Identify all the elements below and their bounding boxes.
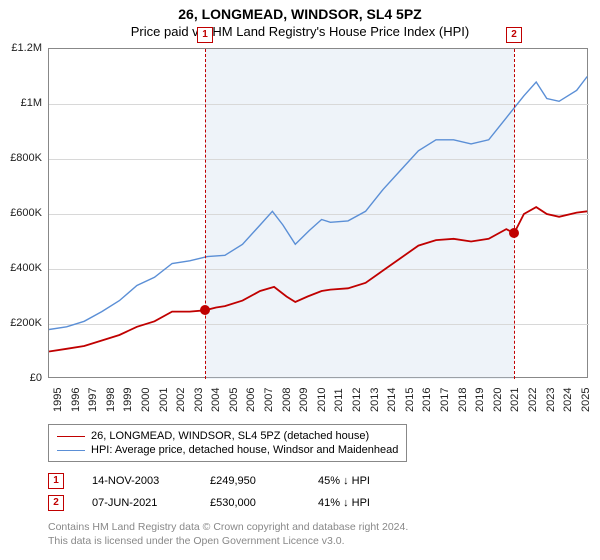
x-tick-label: 2006: [245, 388, 257, 412]
sales-table: 1 14-NOV-2003 £249,950 45% ↓ HPI 2 07-JU…: [48, 470, 370, 514]
sale-hpi-delta: 45% ↓ HPI: [318, 475, 370, 487]
chart-area: 12 £0£200K£400K£600K£800K£1M£1.2M 199519…: [48, 48, 588, 378]
sale-marker-box: 2: [506, 27, 522, 43]
x-tick-label: 1996: [70, 388, 82, 412]
x-tick-label: 2023: [545, 388, 557, 412]
legend-label: 26, LONGMEAD, WINDSOR, SL4 5PZ (detached…: [91, 430, 369, 442]
x-tick-label: 2010: [316, 388, 328, 412]
sale-marker-icon: 2: [48, 495, 64, 511]
x-tick-label: 2008: [281, 388, 293, 412]
sale-date: 07-JUN-2021: [92, 497, 182, 509]
x-tick-label: 2014: [386, 388, 398, 412]
legend-swatch: [57, 436, 85, 437]
series-price_paid: [49, 207, 587, 351]
legend-item: HPI: Average price, detached house, Wind…: [57, 443, 398, 457]
legend-item: 26, LONGMEAD, WINDSOR, SL4 5PZ (detached…: [57, 429, 398, 443]
sale-price: £249,950: [210, 475, 290, 487]
x-tick-label: 2009: [298, 388, 310, 412]
x-tick-label: 1995: [52, 388, 64, 412]
x-tick-label: 2000: [140, 388, 152, 412]
sale-hpi-delta: 41% ↓ HPI: [318, 497, 370, 509]
sale-date: 14-NOV-2003: [92, 475, 182, 487]
x-tick-label: 2002: [175, 388, 187, 412]
x-tick-label: 1999: [122, 388, 134, 412]
x-tick-label: 2018: [457, 388, 469, 412]
sale-dot: [509, 228, 519, 238]
y-tick-label: £400K: [10, 262, 42, 274]
chart-title: 26, LONGMEAD, WINDSOR, SL4 5PZ: [0, 0, 600, 22]
x-tick-label: 2016: [421, 388, 433, 412]
x-tick-label: 2022: [527, 388, 539, 412]
x-tick-label: 2005: [228, 388, 240, 412]
sale-marker-box: 1: [197, 27, 213, 43]
y-tick-label: £0: [30, 372, 42, 384]
x-tick-label: 2003: [193, 388, 205, 412]
chart-container: 26, LONGMEAD, WINDSOR, SL4 5PZ Price pai…: [0, 0, 600, 560]
sale-marker-icon: 1: [48, 473, 64, 489]
legend-swatch: [57, 450, 85, 451]
x-tick-label: 1997: [87, 388, 99, 412]
x-tick-label: 2015: [404, 388, 416, 412]
y-tick-label: £1.2M: [11, 42, 42, 54]
sale-dot: [200, 305, 210, 315]
y-tick-label: £1M: [21, 97, 42, 109]
sale-row: 2 07-JUN-2021 £530,000 41% ↓ HPI: [48, 492, 370, 514]
x-tick-label: 2017: [439, 388, 451, 412]
sale-price: £530,000: [210, 497, 290, 509]
x-tick-label: 2019: [474, 388, 486, 412]
x-tick-label: 2021: [509, 388, 521, 412]
x-tick-label: 2013: [369, 388, 381, 412]
legend: 26, LONGMEAD, WINDSOR, SL4 5PZ (detached…: [48, 424, 407, 462]
x-tick-label: 2024: [562, 388, 574, 412]
footer-line: Contains HM Land Registry data © Crown c…: [48, 520, 408, 534]
footer-attribution: Contains HM Land Registry data © Crown c…: [48, 520, 408, 548]
x-tick-label: 2007: [263, 388, 275, 412]
y-tick-label: £800K: [10, 152, 42, 164]
x-tick-label: 2001: [158, 388, 170, 412]
x-tick-label: 2004: [210, 388, 222, 412]
plot-box: 12: [48, 48, 588, 378]
legend-label: HPI: Average price, detached house, Wind…: [91, 444, 398, 456]
footer-line: This data is licensed under the Open Gov…: [48, 534, 408, 548]
sale-row: 1 14-NOV-2003 £249,950 45% ↓ HPI: [48, 470, 370, 492]
y-tick-label: £600K: [10, 207, 42, 219]
x-tick-label: 2025: [580, 388, 592, 412]
x-tick-label: 2020: [492, 388, 504, 412]
x-tick-label: 2011: [333, 388, 345, 412]
x-tick-label: 1998: [105, 388, 117, 412]
x-tick-label: 2012: [351, 388, 363, 412]
series-lines: [49, 49, 589, 379]
y-tick-label: £200K: [10, 317, 42, 329]
